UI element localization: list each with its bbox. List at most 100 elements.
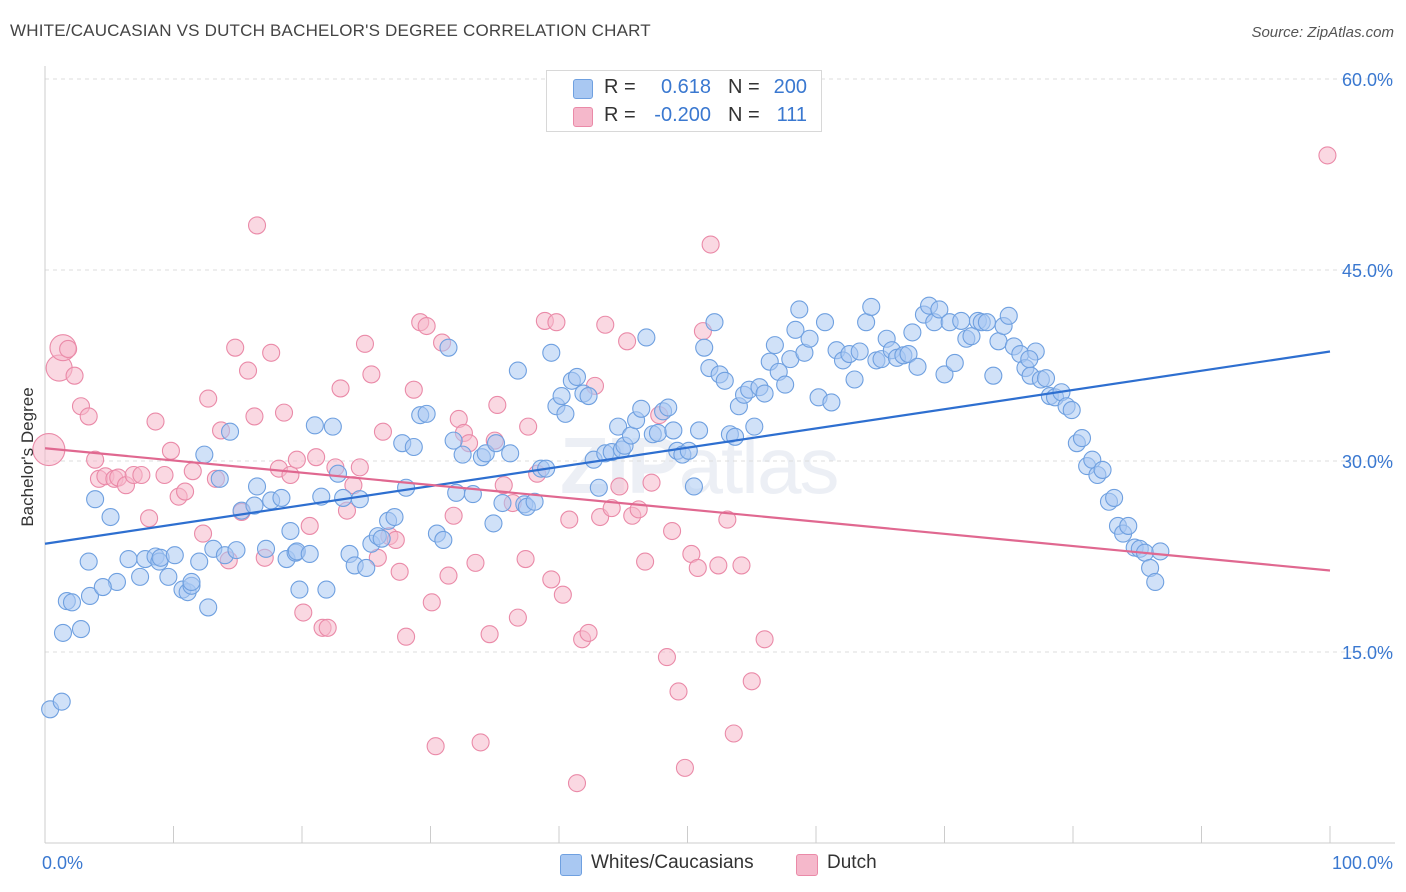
white-point (632, 399, 651, 418)
legend-n-label: N = (728, 104, 760, 126)
white-point (815, 313, 835, 332)
dutch-point (262, 343, 281, 362)
white-point (1105, 488, 1124, 507)
white-point (227, 541, 246, 560)
white-point (493, 493, 512, 513)
white-point (989, 332, 1008, 351)
white-point (52, 692, 71, 711)
dutch-point (553, 585, 572, 604)
white-point (935, 365, 954, 384)
dutch-point (59, 339, 78, 358)
white-point (501, 444, 520, 463)
dutch-point (718, 510, 737, 529)
white-point (453, 445, 472, 464)
dutch-point (294, 603, 313, 622)
dutch-point (155, 465, 174, 485)
dutch-point (480, 625, 499, 644)
dutch-point (132, 465, 151, 485)
white-point (609, 417, 628, 436)
x-tick-label: 100.0% (1332, 853, 1393, 873)
white-point (195, 445, 214, 464)
legend-n-value: 111 (776, 104, 807, 126)
dutch-point (307, 448, 326, 467)
bottom-legend-label-whites: Whites/Caucasians (591, 852, 754, 873)
white-point (664, 421, 683, 440)
white-point (862, 297, 881, 316)
white-trend-line (44, 350, 1331, 545)
dutch-point (567, 774, 587, 793)
dutch-point (675, 758, 694, 777)
white-point (850, 342, 869, 361)
legend-r-label: R = (604, 76, 636, 98)
dutch-point (636, 552, 655, 571)
dutch-point (579, 623, 598, 642)
legend-row-dutch: R = -0.200 N = 111 (547, 101, 821, 129)
white-point (119, 549, 138, 569)
y-tick-label: 30.0% (1342, 452, 1393, 472)
white-point (220, 422, 240, 441)
white-point (417, 404, 436, 423)
dutch-point (488, 395, 507, 415)
dutch-point (701, 235, 720, 254)
white-point (508, 361, 527, 380)
dutch-point (742, 672, 761, 691)
dutch-point (494, 476, 513, 495)
white-point (984, 366, 1003, 385)
white-point (621, 426, 641, 445)
white-point (857, 313, 876, 332)
white-point (899, 344, 918, 364)
dutch-point (663, 521, 682, 541)
white-point (552, 387, 571, 406)
white-point (908, 357, 927, 376)
white-point (165, 546, 184, 565)
white-point (800, 329, 819, 348)
white-point (86, 490, 105, 509)
dutch-point (146, 412, 165, 431)
white-point (350, 490, 369, 509)
dutch-point (247, 216, 267, 235)
dutch-point (397, 627, 416, 646)
white-point (1072, 429, 1092, 448)
legend-r-label: R = (604, 104, 636, 126)
dutch-point (140, 509, 159, 528)
dutch-point (318, 618, 337, 637)
x-tick-label: 0.0% (42, 853, 83, 873)
white-point (542, 343, 561, 362)
dutch-point (642, 473, 661, 492)
legend-n-label: N = (728, 76, 760, 98)
white-point (182, 572, 201, 592)
white-point (786, 320, 805, 339)
legend-n-value: 200 (773, 76, 807, 98)
dutch-point (362, 365, 381, 384)
y-tick-label: 60.0% (1342, 70, 1393, 90)
dutch-point (183, 462, 202, 481)
white-point (695, 338, 714, 357)
dutch-point (226, 338, 245, 357)
white-point (1151, 542, 1170, 561)
dutch-point (610, 477, 629, 496)
white-point (1062, 401, 1081, 420)
white-point (705, 313, 724, 332)
white-point (962, 327, 981, 346)
white-point (93, 578, 112, 597)
white-point (199, 598, 218, 617)
correlation-legend: R = 0.618 N = 200 R = -0.200 N = 111 (546, 70, 822, 132)
legend-r-value: 0.618 (660, 76, 711, 98)
white-point (71, 620, 91, 639)
dutch-point (724, 724, 743, 743)
dutch-point (161, 441, 180, 460)
white-point (1119, 516, 1138, 535)
white-point (637, 328, 656, 347)
white-point (790, 300, 809, 319)
y-tick-label: 15.0% (1342, 643, 1393, 663)
dutch-point (439, 566, 458, 585)
dutch-point (373, 422, 393, 441)
bottom-legend-swatch-whites (560, 854, 582, 876)
white-point (79, 552, 98, 571)
white-point (210, 469, 229, 488)
white-point (945, 353, 964, 373)
white-point (190, 552, 209, 571)
white-point (690, 421, 709, 440)
white-point (952, 311, 971, 330)
dutch-point (404, 380, 423, 399)
